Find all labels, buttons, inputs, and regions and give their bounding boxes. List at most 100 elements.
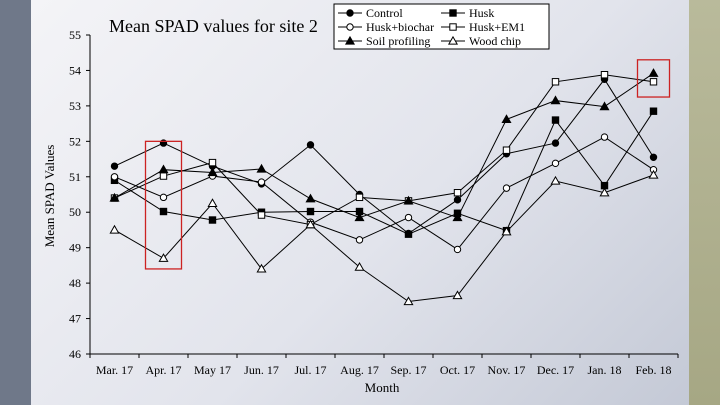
data-point [158,164,169,174]
y-axis-label: Mean SPAD Values [42,145,57,248]
data-point [305,193,316,203]
legend-label: Husk+biochar [366,20,434,34]
data-point [354,261,365,271]
y-tick-label: 47 [69,312,81,326]
series-line [114,74,654,226]
legend-marker [346,23,354,31]
legend-marker [449,23,457,31]
x-tick-label: Nov. 17 [488,363,526,377]
series-wood-chip [109,169,659,306]
data-point [452,290,463,300]
y-tick-label: 50 [69,205,81,219]
data-point [452,212,463,222]
data-point [599,187,610,197]
data-point [453,196,462,204]
data-point [600,133,609,141]
y-tick-label: 54 [69,63,81,77]
data-point [256,263,267,273]
legend-label: Soil profiling [366,34,430,48]
legend-marker [344,35,356,45]
data-point [208,216,217,224]
data-point [109,192,120,202]
x-tick-label: Apr. 17 [146,363,182,377]
x-tick-label: Mar. 17 [96,363,133,377]
y-tick-label: 52 [69,134,81,148]
legend-marker [447,35,459,45]
x-tick-label: Jun. 17 [244,363,279,377]
legend: Control Husk Husk+biochar Husk+EM1 Soil prof… [333,3,550,50]
highlight-box [144,140,183,270]
series-husk [110,107,658,238]
data-point [403,296,414,306]
series-line [114,78,654,235]
data-point [453,189,462,197]
data-point [600,70,609,79]
data-point [551,159,560,168]
series-husk-biochar [110,133,658,254]
x-tick-label: Aug. 17 [340,363,379,377]
data-point [256,163,267,173]
highlight-boxes [144,59,671,270]
data-point [502,146,511,154]
data-point [501,226,512,236]
y-tick-label: 55 [69,28,81,42]
series-husk-em1 [110,70,658,229]
slide-edge-strip [689,0,720,405]
data-point [207,198,218,207]
series-line [114,174,654,303]
data-point [551,78,560,86]
data-point [649,78,658,86]
series-line [114,110,654,235]
data-point [257,178,266,186]
series-soil-profiling [109,68,659,222]
data-point [551,139,560,147]
legend-label: Wood chip [469,34,521,48]
data-point [648,169,659,179]
data-point [159,207,168,216]
y-tick-label: 48 [69,276,81,290]
data-point [501,114,512,123]
legend-label: Husk [469,6,494,20]
series-group [109,68,659,306]
chart-title: Mean SPAD values for site 2 [109,16,318,36]
data-point [550,175,561,185]
data-point [649,107,658,115]
x-tick-label: Jul. 17 [294,363,326,377]
x-tick-label: Oct. 17 [440,363,475,377]
data-point [648,68,659,77]
data-point [208,158,217,167]
data-point [110,162,119,170]
legend-label: Husk+EM1 [469,20,525,34]
x-tick-label: Jan. 18 [588,363,622,377]
series-control [110,75,658,238]
series-line [114,136,654,251]
data-point [502,184,511,192]
data-point [355,193,364,202]
data-point [404,230,413,238]
y-tick-label: 53 [69,99,81,113]
data-point [110,173,119,181]
data-point [355,236,364,244]
data-point [257,211,266,219]
highlight-box [636,59,671,98]
data-point [551,116,560,124]
data-point [306,141,315,149]
legend-marker [346,9,354,17]
data-point [305,219,316,229]
x-tick-label: Dec. 17 [537,363,574,377]
data-point [109,224,120,234]
slide-background [31,0,689,405]
series-line [114,72,654,219]
legend-label: Control [366,6,403,20]
data-point [354,212,365,222]
data-point [550,95,561,105]
legend-marker [449,9,457,17]
data-point [159,193,168,202]
x-axis-label: Month [365,380,400,395]
y-tick-label: 46 [69,347,81,361]
x-tick-label: Feb. 18 [636,363,672,377]
data-point [306,207,315,216]
data-point [649,153,658,161]
axes: 46 47 48 49 50 51 52 53 54 55 Mar. 17 Apr. 17 May 17… [69,28,679,377]
